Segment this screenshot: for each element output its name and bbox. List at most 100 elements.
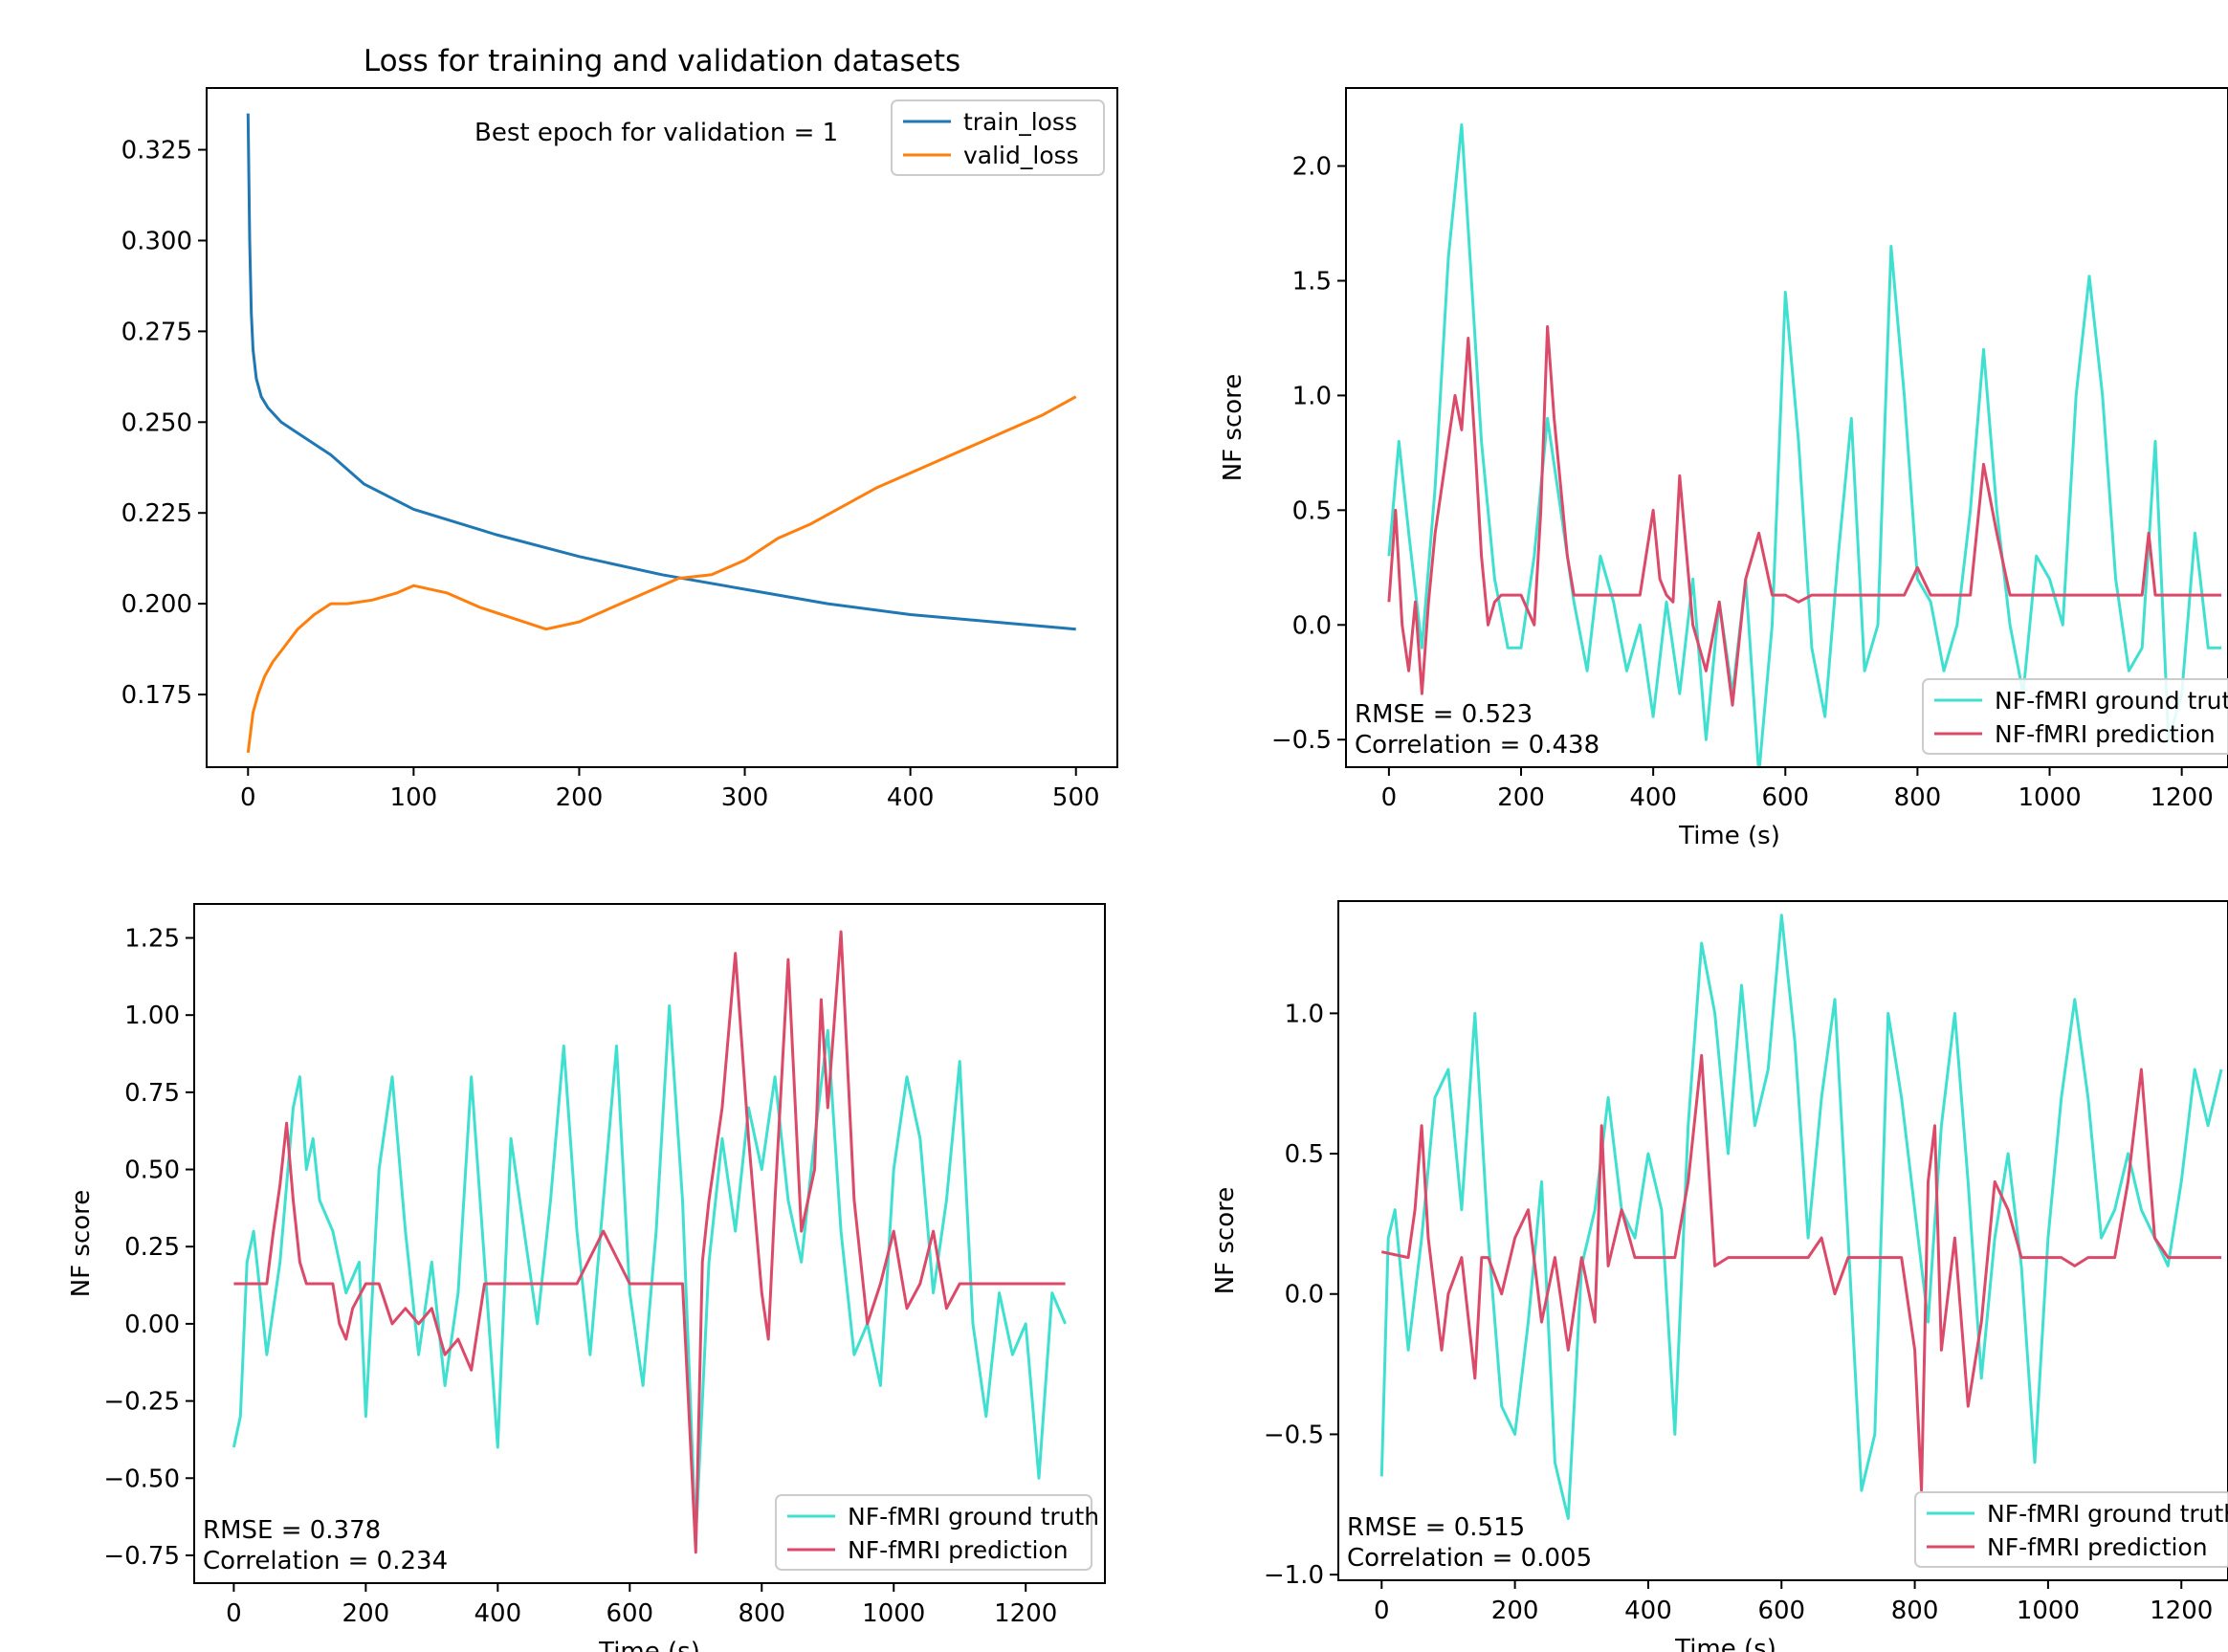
rmse-annotation: RMSE = 0.523 [1355,700,1533,729]
chart-4: 0 200 400 600 800 1000 1200 −1.0 −0.5 0.0 0.5 1.0 Ti… [1211,900,2228,1652]
chart-2: 0 200 400 600 800 1000 1200 −0.5 0.0 0.5 1.0 1.5 2.0… [1219,87,2228,850]
legend-frame [1914,1491,2228,1568]
x-tick-label: 200 [556,783,604,812]
x-tick-label: 100 [390,783,438,812]
x-tick-label: 400 [1624,1597,1672,1625]
series-line-valid-loss [246,395,1077,753]
x-tick-label: 1000 [862,1599,925,1628]
y-tick-label: 0.225 [121,499,192,528]
x-tick-label: 800 [1891,1597,1939,1625]
y-tick-label: 0.00 [124,1311,180,1339]
legend-label: NF-fMRI ground truth [848,1503,1099,1531]
x-tick-label: 400 [1629,783,1677,812]
y-tick-label: −0.50 [103,1465,180,1493]
legend-label: train_loss [963,108,1077,136]
legend-frame [1922,678,2228,755]
y-tick-label: 1.0 [1285,1000,1324,1028]
x-tick-label: 0 [226,1599,242,1628]
correlation-annotation: Correlation = 0.005 [1347,1544,1592,1573]
legend: NF-fMRI ground truth NF-fMRI prediction [1922,678,2228,755]
legend-label: NF-fMRI prediction [1987,1533,2208,1561]
axes-frame [1345,87,2228,768]
y-tick-label: −0.75 [103,1542,180,1571]
y-tick-label: 1.0 [1292,382,1332,410]
x-tick-label: 0 [1374,1597,1390,1625]
y-tick-label: 1.00 [124,1002,180,1030]
x-tick-label: 400 [887,783,935,812]
legend-label: valid_loss [963,142,1079,169]
x-tick-label: 200 [1497,783,1545,812]
legend-label: NF-fMRI ground truth [1987,1500,2228,1528]
x-axis-label: Time (s) [1678,822,1780,850]
correlation-annotation: Correlation = 0.234 [203,1547,448,1575]
y-tick-label: −0.5 [1264,1421,1324,1449]
legend: NF-fMRI ground truth NF-fMRI prediction [775,1494,1099,1571]
y-tick-label: 0.25 [124,1233,180,1262]
x-tick-label: 1000 [2017,1597,2080,1625]
legend-label: NF-fMRI prediction [848,1536,1069,1564]
x-tick-label: 600 [1757,1597,1805,1625]
plot-area [232,930,1067,1554]
chart-title: Loss for training and validation dataset… [364,44,960,78]
series-line-nf-fmri-ground-truth [232,1004,1067,1542]
x-tick-label: 0 [1381,783,1398,812]
rmse-annotation: RMSE = 0.378 [203,1516,381,1545]
series-line-nf-fmri-prediction [1380,1053,2221,1492]
y-tick-label: 0.300 [121,227,192,255]
axes-frame [193,903,1106,1584]
chart-1: 0 100 200 300 400 500 0.175 0.200 0.225 0.250 0.27… [121,44,1118,812]
y-tick-label: 0.0 [1285,1281,1324,1310]
legend-label: NF-fMRI ground truth [1995,687,2228,715]
plot-area [1387,122,2222,767]
y-tick-label: 0.250 [121,408,192,437]
y-tick-label: 0.0 [1292,611,1332,640]
y-tick-label: 0.5 [1285,1140,1324,1169]
x-tick-label: 0 [240,783,256,812]
x-tick-label: 1200 [2151,783,2214,812]
axes-frame [1337,900,2228,1581]
y-tick-label: −1.0 [1264,1561,1324,1590]
y-axis-label: NF score [67,1190,96,1298]
legend-frame [775,1494,1092,1571]
correlation-annotation: Correlation = 0.438 [1355,731,1599,760]
y-tick-label: 2.0 [1292,153,1332,182]
series-line-nf-fmri-ground-truth [1387,122,2222,767]
x-axis-label: Time (s) [1674,1635,1776,1652]
best-epoch-annotation: Best epoch for validation = 1 [474,119,838,147]
x-tick-label: 1200 [2150,1597,2213,1625]
x-tick-label: 1000 [2018,783,2081,812]
x-tick-label: 400 [474,1599,522,1628]
axes-frame [206,87,1118,768]
chart-3: 0 200 400 600 800 1000 1200 −0.75 −0.50 −0.25 0.00… [67,903,1106,1652]
x-tick-label: 600 [1761,783,1809,812]
y-tick-label: 0.5 [1292,496,1332,525]
x-tick-label: 200 [342,1599,390,1628]
y-tick-label: 0.50 [124,1156,180,1185]
y-tick-label: 0.175 [121,681,192,710]
rmse-annotation: RMSE = 0.515 [1347,1513,1525,1542]
x-tick-label: 600 [606,1599,653,1628]
legend: train_loss valid_loss [891,99,1105,176]
legend: NF-fMRI ground truth NF-fMRI prediction [1914,1491,2228,1568]
legend-label: NF-fMRI prediction [1995,720,2216,748]
x-tick-label: 200 [1491,1597,1539,1625]
x-axis-label: Time (s) [598,1638,700,1652]
y-tick-label: −0.5 [1271,726,1332,755]
x-tick-label: 800 [738,1599,785,1628]
y-axis-label: NF score [1211,1187,1240,1295]
x-tick-label: 1200 [994,1599,1057,1628]
y-tick-label: 0.325 [121,137,192,165]
plot-area [1379,914,2223,1520]
y-axis-label: NF score [1219,374,1247,482]
y-tick-label: 0.200 [121,590,192,619]
plot-area [246,113,1077,753]
x-tick-label: 500 [1052,783,1100,812]
series-line-nf-fmri-ground-truth [1379,914,2223,1520]
y-tick-label: 0.275 [121,318,192,346]
y-tick-label: −0.25 [103,1388,180,1417]
y-tick-label: 0.75 [124,1079,180,1108]
y-tick-label: 1.5 [1292,267,1332,296]
x-tick-label: 300 [721,783,769,812]
series-line-train-loss [246,113,1076,631]
x-tick-label: 800 [1894,783,1942,812]
